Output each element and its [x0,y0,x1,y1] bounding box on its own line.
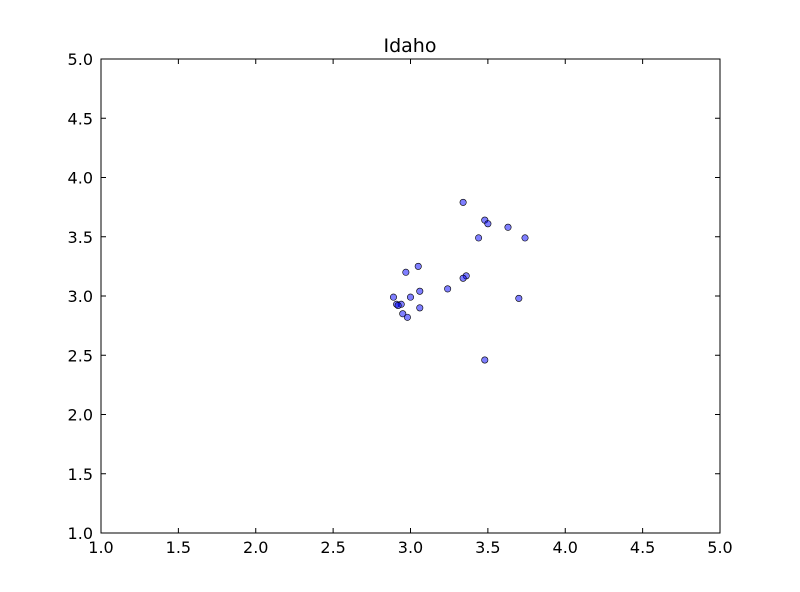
data-point-0 [459,198,467,206]
data-point-14 [515,294,523,302]
data-point-6 [414,262,422,270]
x-tick-label-2: 2.0 [243,538,268,557]
data-point-13 [406,293,414,301]
y-tick-label-4: 3.0 [68,287,93,306]
ticks-layer [100,58,721,534]
x-tick-label-6: 4.0 [553,538,578,557]
data-point-2 [484,220,492,228]
data-point-12 [389,293,397,301]
data-point-9 [459,274,467,282]
x-tick-label-0: 1.0 [88,538,113,557]
y-tick-label-3: 2.5 [68,346,93,365]
data-point-4 [521,234,529,242]
y-tick-label-7: 4.5 [68,109,93,128]
tick-labels-layer: 1.0 1.5 2.0 2.5 3.0 3.5 4.0 4.5 5.0 1.0 1.5 2.0 2.5 3… [68,50,733,557]
x-tick-label-1: 1.5 [166,538,191,557]
data-point-3 [504,223,512,231]
chart-title: Idaho [384,35,437,57]
y-tick-label-2: 2.0 [68,406,93,425]
x-tick-label-3: 2.5 [320,538,345,557]
y-tick-label-5: 3.5 [68,228,93,247]
data-point-18 [416,304,424,312]
y-tick-label-1: 1.5 [68,465,93,484]
y-tick-label-8: 5.0 [68,50,93,69]
data-point-5 [475,234,483,242]
x-tick-label-7: 4.5 [630,538,655,557]
data-point-19 [399,310,407,318]
x-tick-label-5: 3.5 [475,538,500,557]
data-point-10 [444,285,452,293]
x-tick-label-8: 5.0 [707,538,732,557]
data-point-7 [402,268,410,276]
data-point-11 [416,287,424,295]
x-tick-label-4: 3.0 [398,538,423,557]
points-layer [389,198,529,364]
data-point-20 [403,313,411,321]
y-tick-label-6: 4.0 [68,169,93,188]
y-tick-label-0: 1.0 [68,524,93,543]
data-point-21 [481,356,489,364]
data-point-17 [394,301,402,309]
